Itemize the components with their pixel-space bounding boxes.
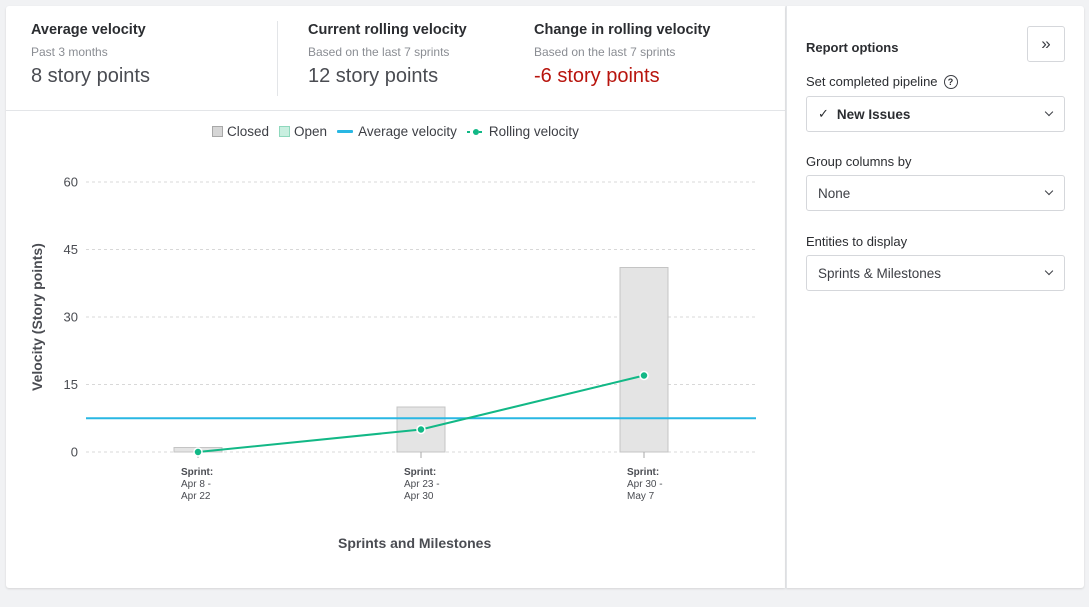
stat-subtitle: Based on the last 7 sprints bbox=[308, 45, 450, 59]
help-icon[interactable]: ? bbox=[943, 74, 958, 89]
rolling-velocity-point bbox=[639, 370, 649, 381]
group-columns-select[interactable]: None bbox=[806, 175, 1065, 211]
x-tick-label: May 7 bbox=[627, 491, 655, 502]
rolling-line-icon bbox=[466, 128, 485, 135]
stat-value: 12 story points bbox=[308, 65, 439, 87]
stat-subtitle: Past 3 months bbox=[31, 45, 108, 59]
double-chevron-right-icon: » bbox=[1041, 34, 1051, 53]
group-select-value: None bbox=[818, 185, 851, 201]
stat-title: Average velocity bbox=[31, 22, 146, 38]
stat-average-velocity: Average velocity Past 3 months 8 story p… bbox=[31, 22, 150, 88]
x-tick-label: Apr 23 - bbox=[404, 479, 440, 490]
closed-swatch-icon bbox=[212, 126, 223, 137]
stats-header: Average velocity Past 3 months 8 story p… bbox=[6, 6, 785, 111]
y-tick-label: 30 bbox=[64, 310, 78, 325]
pipeline-field-label: Set completed pipeline ? bbox=[806, 74, 958, 89]
chevron-down-icon bbox=[1044, 186, 1054, 196]
y-tick-label: 45 bbox=[64, 242, 78, 257]
chevron-down-icon bbox=[1044, 266, 1054, 276]
legend-item-closed[interactable]: Closed bbox=[212, 124, 269, 139]
x-tick-label: Apr 8 - bbox=[181, 479, 211, 490]
x-tick-label: Sprint: bbox=[627, 467, 659, 478]
average-line-icon bbox=[337, 130, 354, 133]
x-tick-label: Apr 22 bbox=[181, 491, 211, 502]
y-tick-label: 15 bbox=[64, 377, 78, 392]
legend-label: Open bbox=[294, 124, 328, 139]
report-options-panel: Report options » Set completed pipeline … bbox=[786, 6, 1084, 588]
entities-label-text: Entities to display bbox=[806, 234, 908, 249]
stat-title: Current rolling velocity bbox=[308, 22, 467, 38]
chart-legend: Closed Open Average velocity Rolling vel… bbox=[212, 124, 589, 139]
panel-title: Report options bbox=[806, 40, 899, 55]
entities-select-value: Sprints & Milestones bbox=[818, 265, 942, 281]
x-tick-label: Apr 30 - bbox=[627, 479, 663, 490]
rolling-velocity-point bbox=[416, 424, 426, 435]
legend-item-average-velocity[interactable]: Average velocity bbox=[337, 124, 457, 139]
legend-label: Rolling velocity bbox=[488, 124, 579, 139]
check-icon: ✓ bbox=[818, 106, 829, 121]
y-axis-title: Velocity (Story points) bbox=[29, 243, 45, 391]
bar-closed bbox=[619, 267, 669, 453]
stat-value: -6 story points bbox=[534, 65, 660, 87]
stat-value: 8 story points bbox=[31, 65, 150, 87]
x-tick-label: Apr 30 bbox=[404, 491, 434, 502]
entities-field-label: Entities to display bbox=[806, 234, 907, 249]
pipeline-label-text: Set completed pipeline bbox=[806, 74, 938, 89]
pipeline-select[interactable]: ✓ New Issues bbox=[806, 96, 1065, 132]
open-swatch-icon bbox=[279, 126, 291, 137]
y-tick-label: 60 bbox=[64, 175, 78, 190]
legend-label: Average velocity bbox=[358, 124, 457, 139]
y-tick-label: 0 bbox=[71, 445, 78, 460]
legend-item-rolling-velocity[interactable]: Rolling velocity bbox=[466, 124, 579, 139]
collapse-panel-button[interactable]: » bbox=[1027, 26, 1065, 62]
group-label-text: Group columns by bbox=[806, 154, 912, 169]
x-tick-label: Sprint: bbox=[181, 467, 213, 478]
stat-divider bbox=[277, 21, 278, 96]
rolling-velocity-point bbox=[193, 447, 203, 457]
stat-title: Change in rolling velocity bbox=[534, 22, 711, 38]
legend-item-open[interactable]: Open bbox=[279, 124, 327, 139]
stat-subtitle: Based on the last 7 sprints bbox=[534, 45, 676, 59]
group-field-label: Group columns by bbox=[806, 154, 912, 169]
chevron-down-icon bbox=[1044, 107, 1054, 117]
legend-label: Closed bbox=[227, 124, 270, 139]
stat-change-rolling-velocity: Change in rolling velocity Based on the … bbox=[534, 22, 710, 88]
stat-current-rolling-velocity: Current rolling velocity Based on the la… bbox=[308, 22, 467, 88]
pipeline-select-value: New Issues bbox=[836, 106, 911, 122]
x-tick-label: Sprint: bbox=[404, 467, 436, 478]
entities-select[interactable]: Sprints & Milestones bbox=[806, 255, 1065, 291]
x-axis-title: Sprints and Milestones bbox=[338, 535, 492, 551]
